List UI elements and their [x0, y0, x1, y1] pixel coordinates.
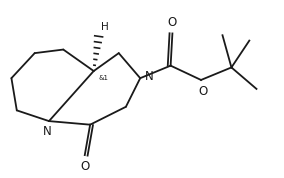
Text: O: O [168, 16, 177, 29]
Text: H: H [101, 22, 108, 32]
Text: N: N [145, 70, 154, 83]
Text: O: O [198, 85, 207, 98]
Text: O: O [80, 160, 89, 173]
Text: N: N [43, 125, 52, 138]
Text: &1: &1 [98, 75, 108, 81]
